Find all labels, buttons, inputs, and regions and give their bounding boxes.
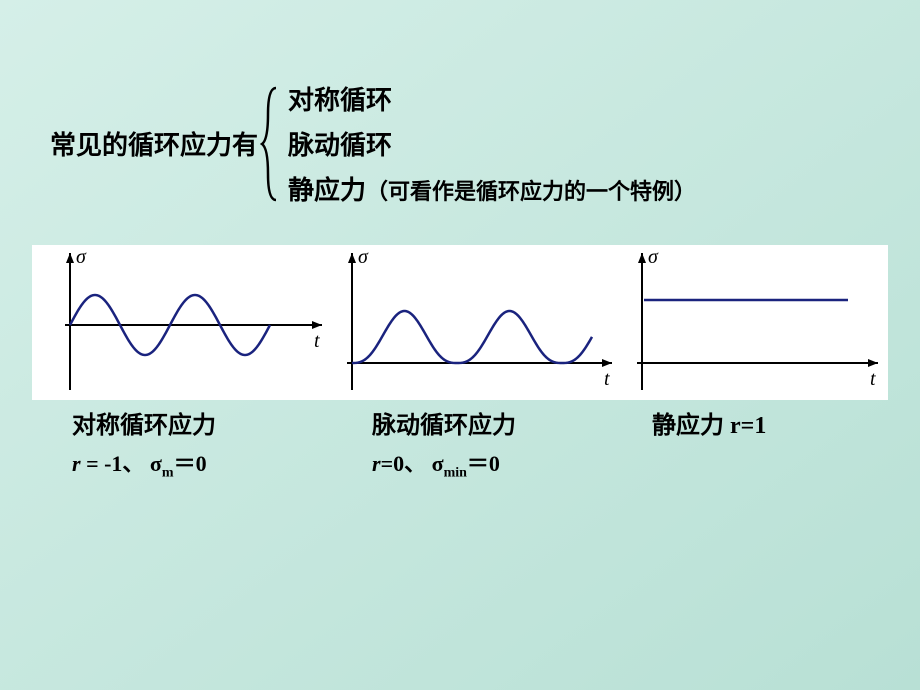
types-column: 对称循环 脉动循环 静应力（可看作是循环应力的一个特例） (288, 80, 696, 207)
caption2-formula: r=0、 σmin＝0 (372, 446, 632, 481)
chart-static: σt (622, 245, 888, 405)
brace-icon (260, 84, 280, 204)
svg-text:t: t (314, 330, 320, 352)
caption-symmetric: 对称循环应力 r = -1、 σm＝0 (72, 405, 372, 481)
svg-text:σ: σ (358, 246, 369, 268)
type-static-note: （可看作是循环应力的一个特例） (366, 179, 696, 204)
charts-row: σt σt σt (32, 245, 888, 400)
type-pulsating: 脉动循环 (288, 125, 696, 162)
caption1-title: 对称循环应力 (72, 405, 372, 440)
svg-text:t: t (870, 368, 876, 390)
chart3-svg: σt (622, 245, 888, 400)
chart1-svg: σt (32, 245, 332, 400)
chart-symmetric: σt (32, 245, 332, 405)
intro-text: 常见的循环应力有 (50, 125, 258, 162)
caption-pulsating: 脉动循环应力 r=0、 σmin＝0 (372, 405, 632, 481)
header-row: 常见的循环应力有 对称循环 脉动循环 静应力（可看作是循环应力的一个特例） (50, 80, 696, 207)
svg-text:σ: σ (76, 246, 87, 268)
caption2-title: 脉动循环应力 (372, 405, 632, 440)
svg-text:σ: σ (648, 246, 659, 268)
type-static-line: 静应力（可看作是循环应力的一个特例） (288, 170, 696, 207)
svg-text:t: t (604, 368, 610, 390)
caption1-formula: r = -1、 σm＝0 (72, 446, 372, 481)
chart-pulsating: σt (332, 245, 622, 405)
type-symmetric: 对称循环 (288, 80, 696, 117)
type-static: 静应力 (288, 176, 366, 205)
caption3-title: 静应力 r=1 (652, 405, 888, 440)
caption-static: 静应力 r=1 (652, 405, 888, 440)
chart2-svg: σt (332, 245, 622, 400)
